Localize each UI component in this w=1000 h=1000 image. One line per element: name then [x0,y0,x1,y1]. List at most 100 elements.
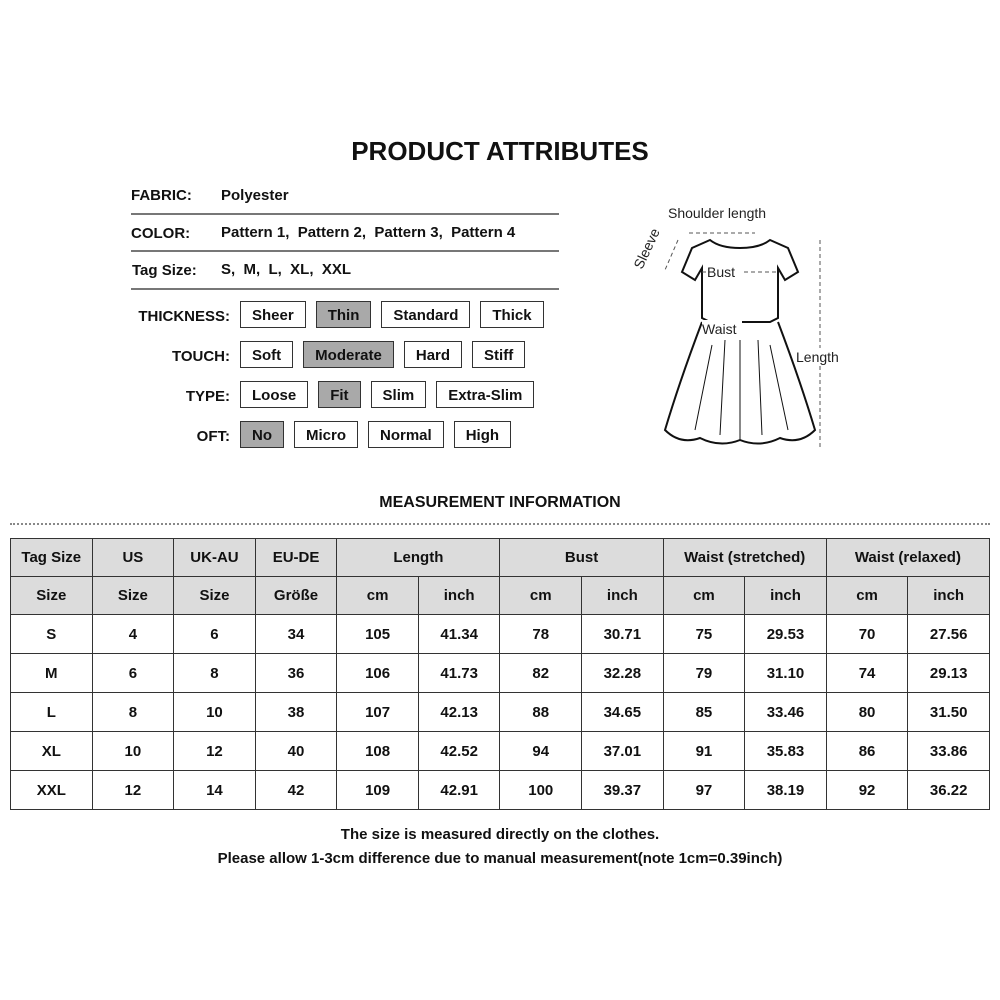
subheader-cell: cm [825,576,909,615]
option-sheer: Sheer [240,301,306,328]
table-cell: 8 [91,692,175,732]
option-stiff: Stiff [472,341,526,368]
table-cell: 75 [662,614,746,654]
table-cell: 88 [499,692,583,732]
table-cell: 74 [825,653,909,693]
table-cell: 8 [173,653,256,693]
table-cell: 106 [336,653,419,693]
header-cell: EU-DE [254,538,338,577]
table-row: M 6 8 36 106 41.73 82 32.28 79 31.10 74 29.13 [10,653,990,693]
option-thick: Thick [480,301,544,328]
option-group: Soft Moderate Hard Stiff [240,341,526,368]
note-difference: Please allow 1-3cm difference due to man… [217,850,783,867]
table-cell: S [10,614,93,654]
tag-size-value: S, M, L, XL, XXL [221,261,352,278]
subheader-cell: inch [417,576,501,615]
dotted-divider [10,523,990,525]
table-cell: L [10,692,93,732]
table-cell: 105 [336,614,419,654]
subheader-cell: Size [10,576,93,615]
header-row: Tag Size US UK-AU EU-DE Length Bust Waist (str… [10,538,991,577]
option-micro: Micro [294,421,359,448]
subheader-cell: inch [581,576,664,615]
option-label: OFT: [196,428,230,445]
note-measured: The size is measured directly on the clo… [340,826,660,843]
table-cell: 108 [336,731,419,771]
table-row: S 4 6 34 105 41.34 78 30.71 75 29.53 70 27.56 [10,614,990,654]
option-label: THICKNESS: [138,308,230,325]
table-cell: 35.83 [744,731,827,771]
table-cell: 42.91 [417,770,501,810]
table-cell: 91 [662,731,746,771]
table-cell: 38.19 [744,770,827,810]
sleeve-label: Sleeve [630,226,663,272]
bust-label: Bust [707,264,735,280]
subheader-cell: cm [499,576,583,615]
table-cell: 33.46 [744,692,827,732]
subheader-row: Size Size Size Größe cm inch cm inch cm inch cm inc… [10,576,990,615]
table-cell: 31.50 [907,692,990,732]
table-cell: 41.73 [417,653,501,693]
table-cell: 12 [91,770,175,810]
option-group: Loose Fit Slim Extra-Slim [240,381,535,408]
subheader-cell: inch [907,576,990,615]
table-cell: 107 [336,692,419,732]
table-cell: 78 [499,614,583,654]
option-normal: Normal [368,421,444,448]
shoulder-length-label: Shoulder length [668,205,766,221]
table-cell: 10 [91,731,175,771]
subheader-cell: Größe [254,576,338,615]
option-thin: Thin [315,301,372,328]
table-cell: 12 [173,731,256,771]
fabric-label: FABRIC: [131,187,192,204]
table-cell: 14 [173,770,256,810]
table-cell: 29.13 [907,653,990,693]
header-cell: Waist (stretched) [662,538,827,577]
table-cell: 36 [254,653,338,693]
table-cell: 38 [254,692,338,732]
table-cell: 34 [254,614,338,654]
table-cell: 27.56 [907,614,990,654]
table-cell: 41.34 [417,614,501,654]
option-loose: Loose [240,381,309,408]
table-cell: 31.10 [744,653,827,693]
table-cell: 32.28 [581,653,664,693]
dress-diagram: Shoulder length Sleeve Bust Waist Length [630,205,844,450]
table-cell: XXL [10,770,93,810]
table-cell: 42.13 [417,692,501,732]
divider [131,250,559,252]
table-cell: 97 [662,770,746,810]
table-cell: 79 [662,653,746,693]
header-cell: UK-AU [173,538,256,577]
table-cell: 40 [254,731,338,771]
table-cell: 39.37 [581,770,664,810]
table-cell: 100 [499,770,583,810]
header-cell: Tag Size [10,538,93,577]
subheader-cell: Size [173,576,256,615]
divider [131,288,559,290]
subheader-cell: cm [336,576,419,615]
table-cell: 80 [825,692,909,732]
table-cell: 30.71 [581,614,664,654]
table-cell: 34.65 [581,692,664,732]
option-group: Sheer Thin Standard Thick [240,301,544,328]
table-row: XXL 12 14 42 109 42.91 100 39.37 97 38.19 92 36.22 [10,770,990,810]
color-value: Pattern 1, Pattern 2, Pattern 3, Pattern… [221,224,516,241]
size-table: Tag Size US UK-AU EU-DE Length Bust Waist (str… [10,538,991,810]
option-label: TYPE: [185,388,230,405]
option-extra-slim: Extra-Slim [436,381,535,408]
table-cell: 6 [91,653,175,693]
table-cell: 94 [499,731,583,771]
table-cell: 86 [825,731,909,771]
table-cell: 4 [91,614,175,654]
header-cell: US [91,538,175,577]
table-cell: 6 [173,614,256,654]
table-cell: 33.86 [907,731,990,771]
option-no: No [240,421,284,448]
table-cell: 37.01 [581,731,664,771]
subheader-cell: cm [662,576,746,615]
table-cell: 29.53 [744,614,827,654]
table-cell: 10 [173,692,256,732]
option-label: TOUCH: [171,348,230,365]
option-group: No Micro Normal High [240,421,512,448]
